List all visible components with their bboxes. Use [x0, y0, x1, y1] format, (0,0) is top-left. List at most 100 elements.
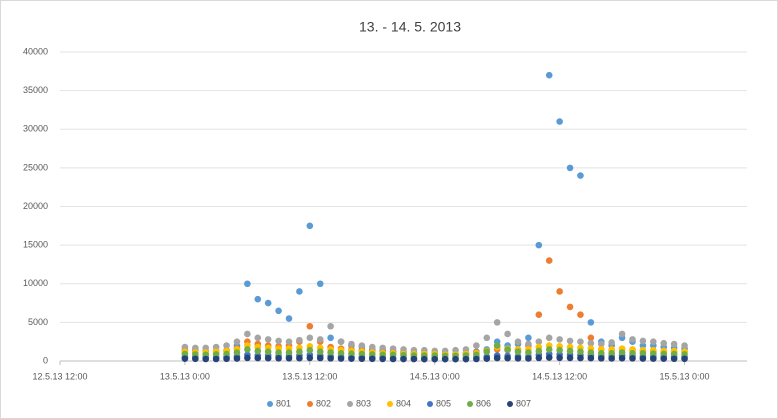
- point: [327, 322, 334, 330]
- point: [681, 355, 688, 363]
- point: [597, 355, 605, 362]
- point: [545, 71, 553, 79]
- point: [233, 338, 241, 345]
- point: [514, 348, 522, 356]
- point: [566, 347, 574, 355]
- point: [296, 354, 303, 362]
- point: [244, 354, 251, 362]
- x-tick-label: 13.5.13 12:00: [282, 371, 337, 381]
- point: [223, 342, 230, 349]
- point: [337, 338, 345, 345]
- point: [483, 334, 491, 342]
- point: [306, 354, 314, 362]
- point: [629, 355, 636, 362]
- point: [587, 319, 595, 326]
- point: [587, 354, 595, 362]
- point: [254, 295, 262, 303]
- legend-label: 805: [436, 398, 451, 408]
- legend-marker: [427, 401, 433, 407]
- y-tick-label: 25000: [23, 162, 48, 172]
- point: [296, 348, 303, 356]
- point: [327, 349, 334, 356]
- point: [327, 334, 334, 342]
- point: [618, 330, 626, 338]
- point: [348, 340, 355, 348]
- point: [368, 355, 376, 363]
- y-tick-label: 10000: [23, 278, 48, 288]
- point: [181, 350, 189, 358]
- point: [337, 349, 345, 357]
- point: [681, 342, 688, 349]
- point: [639, 355, 647, 362]
- point: [535, 347, 543, 355]
- point: [264, 354, 272, 362]
- point: [587, 349, 595, 356]
- point: [368, 343, 376, 351]
- point: [670, 355, 678, 363]
- point: [358, 350, 366, 358]
- chart-title: 13. - 14. 5. 2013: [359, 19, 461, 35]
- point: [577, 348, 584, 356]
- point: [493, 319, 501, 326]
- point: [348, 355, 355, 362]
- point: [244, 280, 251, 288]
- y-tick-label: 30000: [23, 124, 48, 134]
- point: [379, 355, 386, 363]
- point: [264, 299, 272, 307]
- point: [316, 354, 324, 362]
- point: [535, 354, 543, 362]
- point: [629, 336, 636, 343]
- point: [670, 350, 678, 358]
- point: [192, 344, 199, 352]
- point: [192, 355, 199, 363]
- point: [223, 350, 230, 358]
- point: [212, 343, 220, 351]
- point: [233, 349, 241, 356]
- point: [421, 355, 428, 363]
- point: [223, 355, 230, 363]
- point: [254, 334, 262, 342]
- point: [504, 330, 511, 338]
- point: [608, 355, 615, 362]
- point: [660, 339, 668, 347]
- point: [400, 346, 407, 353]
- point: [379, 344, 386, 352]
- point: [285, 338, 293, 345]
- point: [358, 342, 366, 349]
- point: [316, 280, 324, 288]
- point: [650, 350, 657, 357]
- point: [587, 334, 595, 342]
- point: [212, 355, 220, 363]
- point: [556, 288, 563, 295]
- point: [462, 346, 470, 353]
- point: [545, 334, 553, 342]
- point: [306, 322, 314, 330]
- y-tick-label: 20000: [23, 201, 48, 211]
- point: [483, 348, 491, 356]
- point: [285, 349, 293, 356]
- point: [525, 340, 532, 348]
- point: [525, 349, 532, 356]
- point: [212, 351, 220, 358]
- point: [577, 311, 584, 318]
- point: [629, 349, 636, 357]
- point: [441, 355, 449, 363]
- point: [650, 338, 657, 345]
- point: [473, 355, 480, 363]
- point: [525, 355, 532, 362]
- point: [264, 336, 272, 343]
- y-tick-label: 40000: [23, 46, 48, 56]
- legend-marker: [267, 401, 273, 407]
- point: [545, 257, 553, 264]
- legend-marker: [307, 401, 313, 407]
- x-tick-label: 14.5.13 0:00: [410, 371, 460, 381]
- point: [327, 355, 334, 362]
- y-tick-label: 0: [43, 355, 48, 365]
- point: [608, 339, 615, 346]
- point: [254, 354, 262, 362]
- point: [650, 355, 657, 362]
- legend-label: 804: [396, 398, 411, 408]
- point: [431, 355, 439, 363]
